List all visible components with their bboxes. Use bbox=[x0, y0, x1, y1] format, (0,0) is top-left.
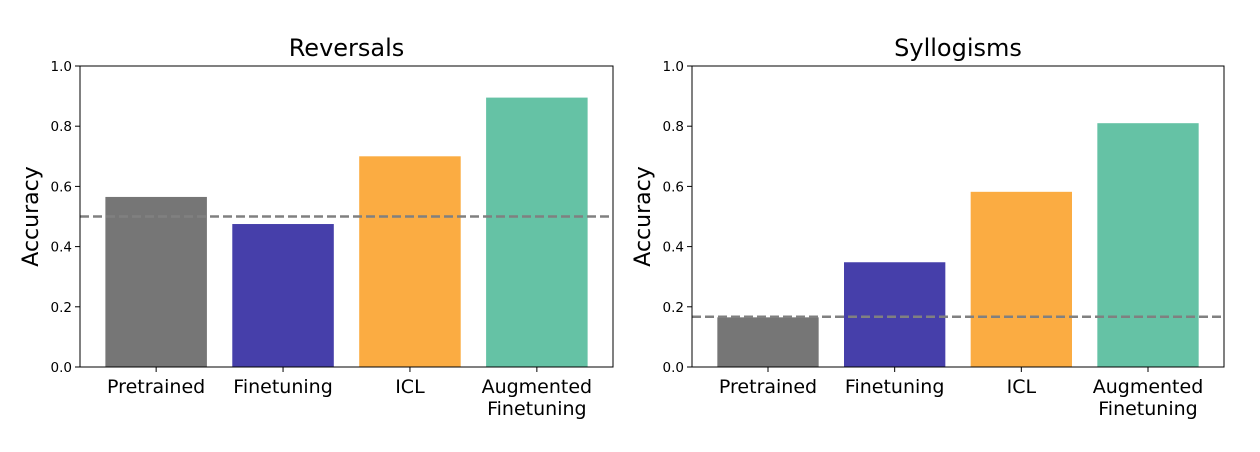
bar-pretrained bbox=[717, 317, 819, 367]
plot-frame bbox=[691, 65, 1225, 368]
y-tick-label: 0.4 bbox=[663, 240, 684, 256]
bar-icl bbox=[970, 191, 1072, 367]
chart-title: Syllogisms bbox=[894, 34, 1022, 62]
x-tick-label: Finetuning bbox=[233, 376, 332, 398]
panel-syllogisms: 0.0 0.2 0.4 0.6 0.8 1.0 Pretrained Finetuning IC… bbox=[631, 34, 1225, 420]
y-tick-label: 0.6 bbox=[51, 179, 72, 195]
x-tick-label: Finetuning bbox=[845, 376, 944, 398]
y-tick-label: 0.0 bbox=[51, 360, 72, 376]
x-tick-label: Pretrained bbox=[719, 376, 817, 398]
x-tick-label: Augmented Finetuning bbox=[482, 376, 593, 420]
y-tick-label: 1.0 bbox=[51, 59, 72, 75]
y-axis-label: Accuracy bbox=[631, 166, 656, 266]
y-tick-label: 0.4 bbox=[51, 240, 72, 256]
y-axis-label: Accuracy bbox=[19, 166, 44, 266]
y-tick-label: 0.2 bbox=[663, 300, 684, 316]
plot-frame bbox=[79, 65, 614, 368]
y-tick-label: 0.2 bbox=[51, 300, 72, 316]
x-tick-label: Augmented Finetuning bbox=[1093, 376, 1204, 420]
bar-finetuning bbox=[844, 262, 946, 367]
bar-augmented-finetuning bbox=[486, 97, 588, 367]
x-tick-label: ICL bbox=[395, 376, 425, 398]
panel-reversals: 0.0 0.2 0.4 0.6 0.8 1.0 Pretrained Finetuning IC… bbox=[19, 34, 614, 420]
y-tick-label: 0.6 bbox=[663, 179, 684, 195]
bar-augmented-finetuning bbox=[1097, 123, 1199, 367]
y-tick-label: 0.8 bbox=[663, 119, 684, 135]
y-tick-label: 1.0 bbox=[663, 59, 684, 75]
chart-title: Reversals bbox=[289, 34, 405, 62]
x-tick-label: ICL bbox=[1007, 376, 1037, 398]
y-tick-label: 0.0 bbox=[663, 360, 684, 376]
x-tick-label: Pretrained bbox=[107, 376, 205, 398]
bar-icl bbox=[359, 156, 461, 367]
bar-pretrained bbox=[105, 196, 207, 367]
bar-finetuning bbox=[232, 224, 334, 367]
y-tick-label: 0.8 bbox=[51, 119, 72, 135]
